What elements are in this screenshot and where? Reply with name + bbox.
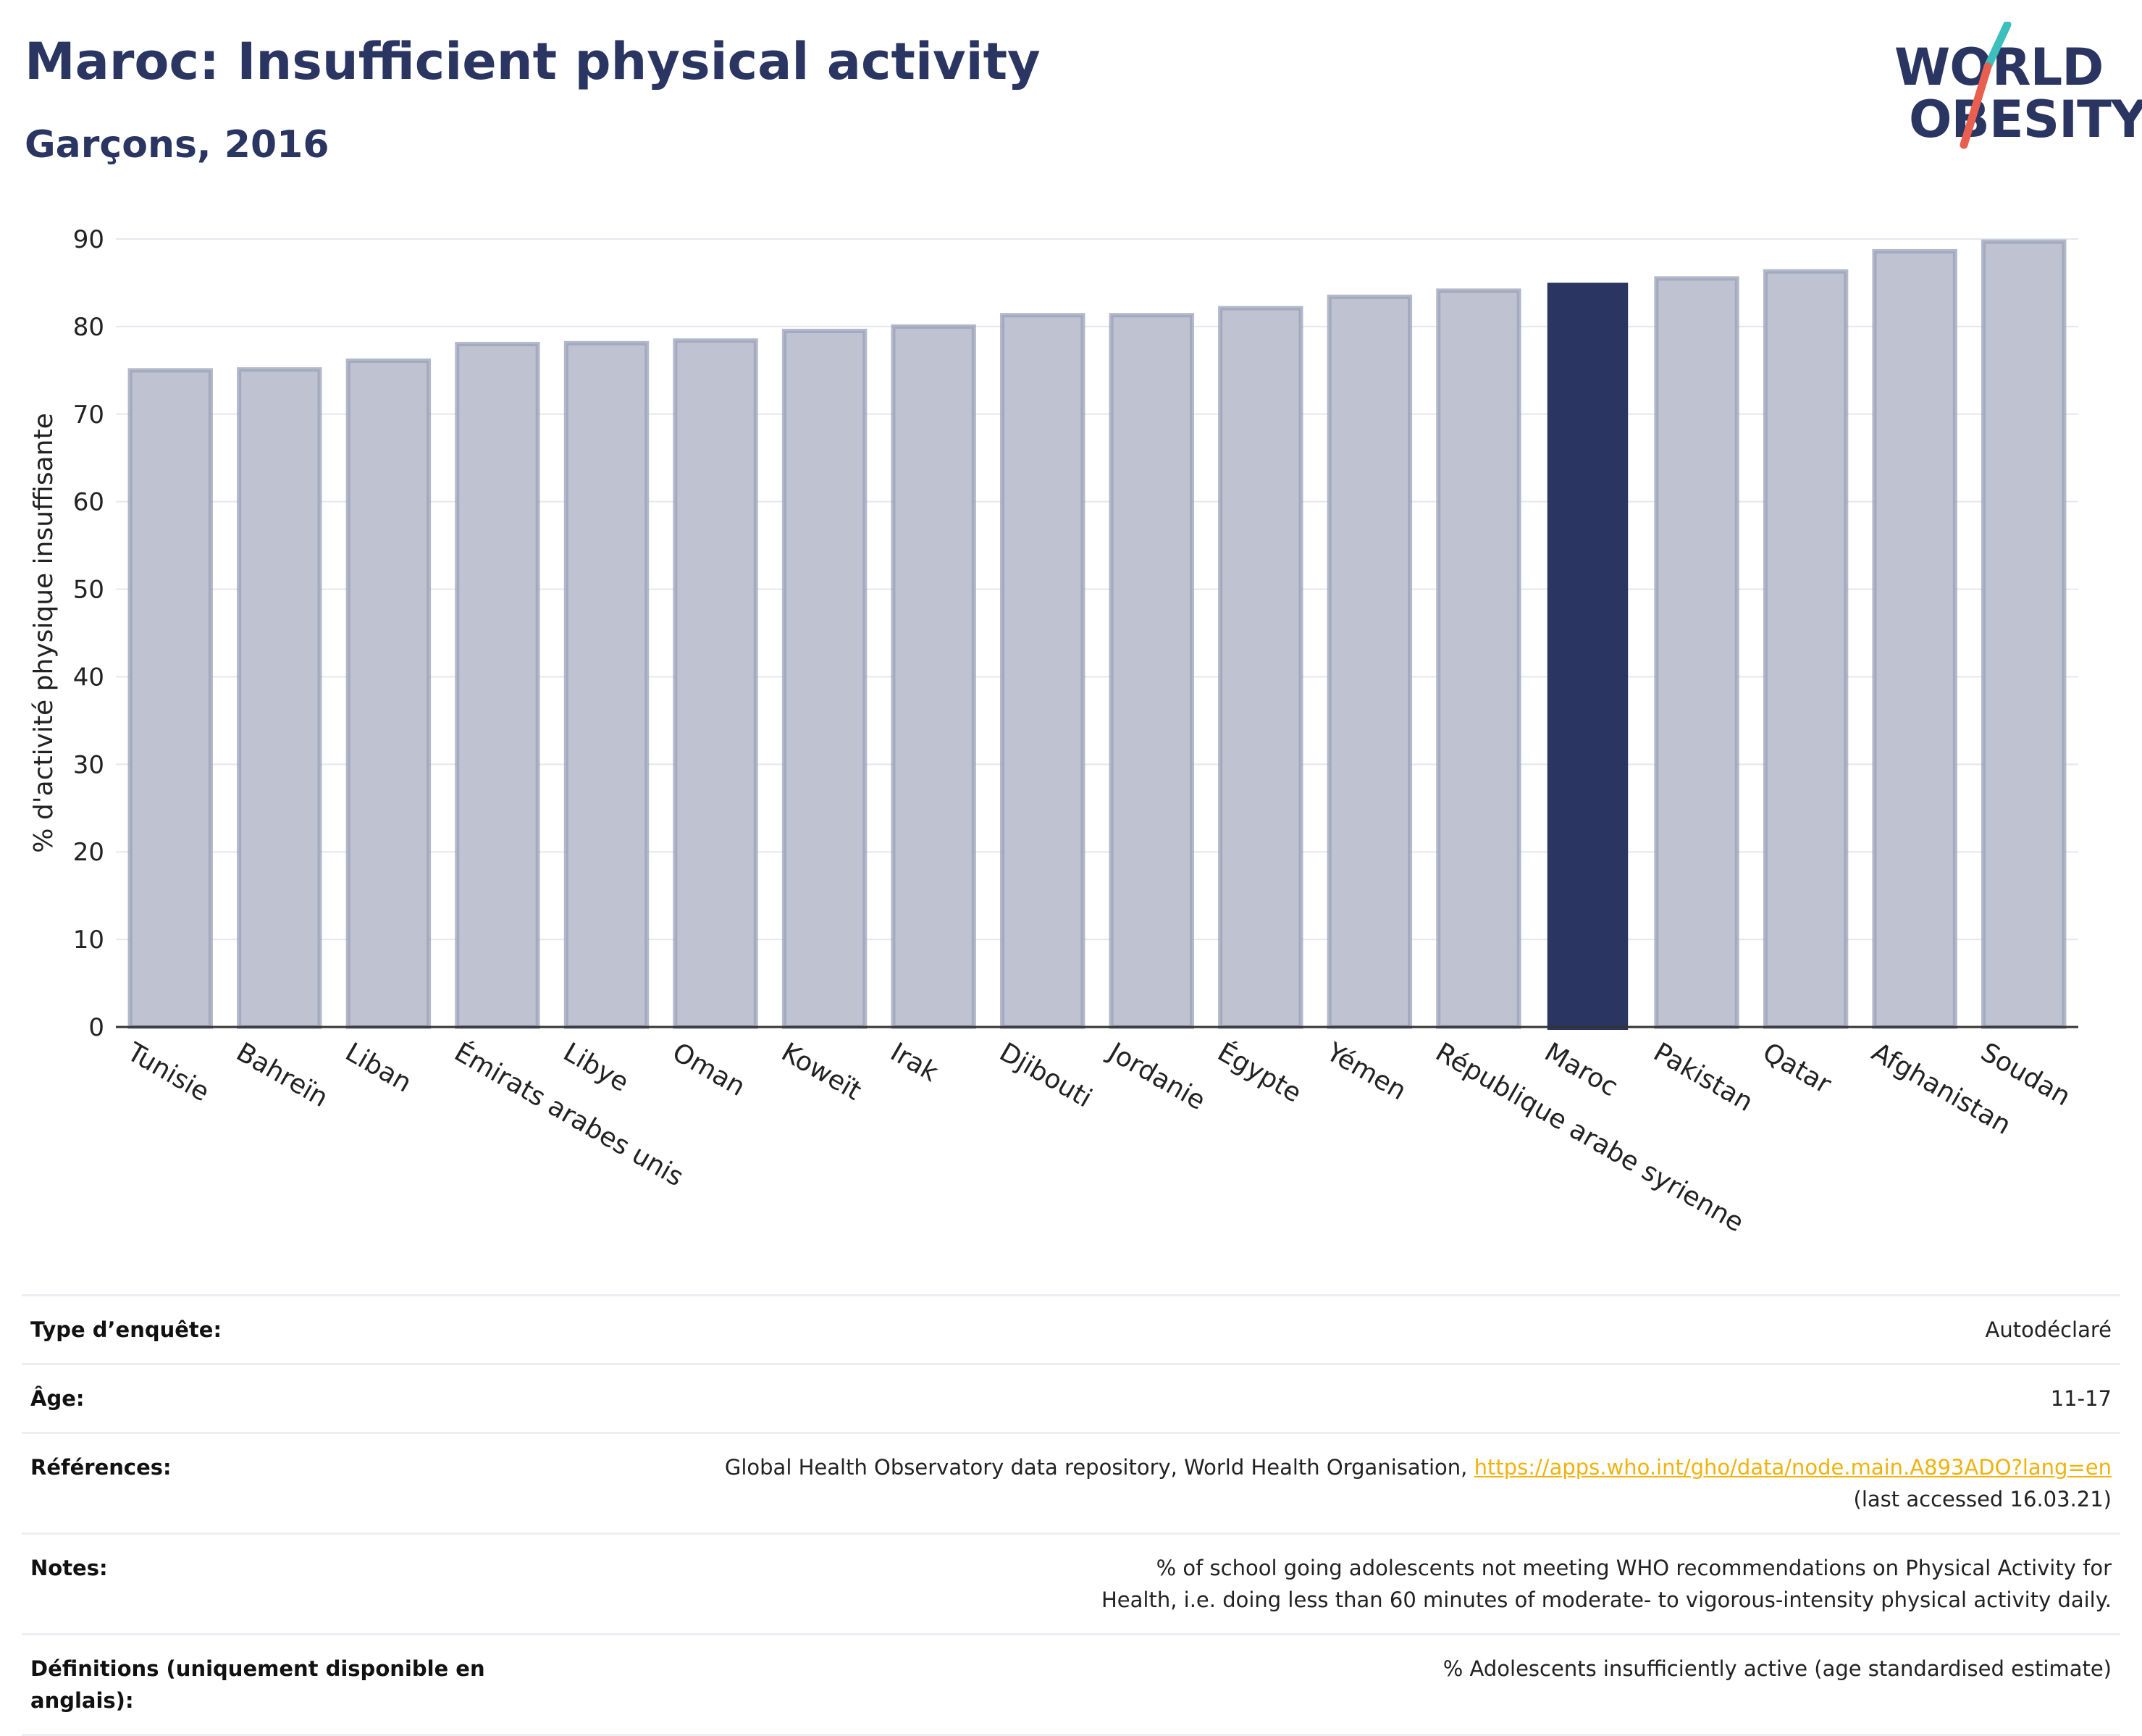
bar [1981,239,2067,1029]
x-tick-label: Jordanie [1102,1036,1210,1116]
info-row-definitions: Définitions (uniquement disponible en an… [22,1633,2120,1736]
info-label: Type d’enquête: [22,1294,546,1364]
world-obesity-logo: WORLD OBESITY [1883,22,2142,159]
reference-accessed: (last accessed 16.03.21) [1853,1487,2112,1511]
bar [563,340,650,1029]
y-tick-label: 50 [73,576,104,605]
info-row-age: Âge: 11-17 [22,1363,2120,1433]
info-row-references: Références: Global Health Observatory da… [22,1432,2120,1534]
bar [1327,294,1413,1029]
x-tick-label: Yémen [1321,1037,1411,1107]
x-tick-label: Maroc [1540,1037,1623,1102]
x-tick-label: Djibouti [994,1037,1096,1113]
y-tick-label: 40 [73,663,104,692]
info-value: % of school going adolescents not meetin… [546,1532,2120,1635]
x-tick-label: Pakistan [1649,1037,1758,1118]
reference-text: Global Health Observatory data repositor… [724,1455,1474,1480]
bar [455,342,540,1030]
bar [1872,248,1957,1030]
logo-slash-icon [1960,22,2012,149]
bar [1109,313,1194,1029]
y-tick-label: 90 [73,225,104,254]
info-label: Définitions (uniquement disponible en an… [22,1633,546,1736]
info-value: % Adolescents insufficiently active (age… [546,1633,2120,1736]
x-tick-label: Bahreïn [231,1037,332,1113]
bar [127,368,213,1030]
x-tick-label: Koweït [776,1037,866,1106]
bar [1218,306,1303,1030]
x-tick-label: Tunisie [122,1037,214,1108]
x-tick-label: Oman [668,1037,750,1102]
bar [1436,288,1521,1029]
x-tick-label: Égypte [1212,1036,1306,1108]
bar [1654,276,1739,1029]
y-axis-title: % d'activité physique insuffisante [29,413,59,852]
bar [1763,269,1849,1030]
bar [781,328,868,1029]
x-tick-label: Libye [558,1037,634,1098]
y-tick-label: 20 [73,838,104,867]
bar [1000,313,1085,1029]
info-row-survey-type: Type d’enquête: Autodéclaré [22,1294,2120,1364]
y-tick-label: 80 [73,313,104,342]
bar [891,324,976,1029]
info-label: Références: [22,1432,546,1534]
info-label: Âge: [22,1363,546,1433]
bar [345,358,432,1029]
bar-chart: 0 10 20 30 40 50 60 70 80 90 % d'activité physique… [29,225,2078,1238]
info-table: Type d’enquête: Autodéclaré Âge: 11-17 R… [22,1294,2120,1736]
page-title: Maroc: Insufficient physical activity [25,32,1041,91]
info-row-notes: Notes: % of school going adolescents not… [22,1532,2120,1635]
bar [673,338,758,1029]
y-tick-label: 30 [73,750,104,779]
x-tick-label: Irak [886,1037,944,1088]
y-tick-label: 0 [88,1013,104,1042]
reference-link[interactable]: https://apps.who.int/gho/data/node.main.… [1474,1455,2112,1480]
x-tick-label: Qatar [1757,1037,1836,1099]
info-label: Notes: [22,1532,546,1635]
y-tick-label: 60 [73,488,104,517]
info-value: Autodéclaré [546,1294,2120,1364]
y-tick-label: 70 [73,401,104,429]
info-value: 11-17 [546,1363,2120,1433]
bar [237,367,322,1029]
x-tick-label: Liban [340,1037,416,1098]
page-subtitle: Garçons, 2016 [25,123,329,167]
info-value: Global Health Observatory data repositor… [546,1432,2120,1534]
y-tick-label: 10 [73,926,104,955]
bar [1547,282,1629,1030]
